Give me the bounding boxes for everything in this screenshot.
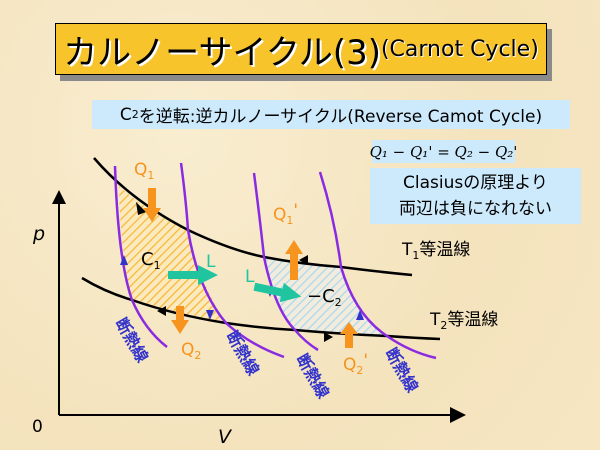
work-arrow-right-icon <box>253 282 302 303</box>
q1-label: Q1 <box>134 160 154 182</box>
direction-arrow-icon <box>157 306 166 316</box>
equation: Q₁ − Q₁' = Q₂ − Q₂' <box>370 140 517 163</box>
isotherm-t1 <box>93 157 413 277</box>
clausius-box: Clasiusの原理より 両辺は負になれない <box>370 168 581 224</box>
t1-isotherm-label: T1等温線 <box>401 240 470 262</box>
clausius-line1: Clasiusの原理より <box>403 173 548 193</box>
work-arrow-left-icon <box>168 265 218 285</box>
subtitle-c-sub: 2 <box>131 108 139 121</box>
heat-arrow-q1-icon <box>143 188 161 222</box>
title-sub: (Carnot Cycle) <box>380 36 539 62</box>
heat-arrow-q2-icon <box>171 306 189 334</box>
t2-isotherm-label: T2等温線 <box>429 310 498 332</box>
work-label-left: L <box>206 252 216 272</box>
direction-arrow-icon <box>206 310 214 320</box>
v-axis-label: V <box>218 426 233 448</box>
direction-arrow-icon <box>136 202 146 215</box>
adiabat-4 <box>318 171 437 360</box>
q2-label: Q2 <box>181 340 201 362</box>
subtitle-box: C 2 を逆転:逆カルノーサイクル(Reverse Camot Cycle) <box>92 100 570 129</box>
q1-prime-label: Q1' <box>273 201 298 227</box>
subtitle-c: C <box>119 104 132 125</box>
c2-label: −C2 <box>307 286 342 309</box>
heat-arrow-q1p-icon <box>285 240 303 280</box>
p-axis-label: p <box>32 223 45 245</box>
v-axis-arrow-icon <box>450 407 466 423</box>
cycle-c1-area <box>119 186 226 323</box>
clausius-line2: 両辺は負になれない <box>399 199 552 219</box>
heat-arrow-q2p-icon <box>340 322 358 348</box>
direction-arrow-icon <box>120 255 128 265</box>
direction-arrow-icon <box>324 332 333 342</box>
origin-label: 0 <box>32 417 43 437</box>
adiabat-label-3: 断熱線 <box>293 351 333 402</box>
direction-arrow-icon <box>356 310 364 320</box>
title-main: カルノーサイクル(3) <box>63 32 381 73</box>
work-label-right: L <box>245 267 255 287</box>
title-box: カルノーサイクル(3) (Carnot Cycle) <box>55 23 547 75</box>
p-axis-arrow-icon <box>52 190 66 204</box>
adiabat-label-2: 断熱線 <box>223 328 263 379</box>
direction-arrow-icon <box>299 255 308 265</box>
adiabat-label-1: 断熱線 <box>112 315 152 366</box>
adiabat-2 <box>179 162 285 359</box>
q2-prime-label: Q2' <box>343 351 368 377</box>
adiabat-1 <box>113 165 168 348</box>
c1-label: C1 <box>141 249 161 272</box>
subtitle-text: を逆転:逆カルノーサイクル(Reverse Camot Cycle) <box>138 107 543 127</box>
